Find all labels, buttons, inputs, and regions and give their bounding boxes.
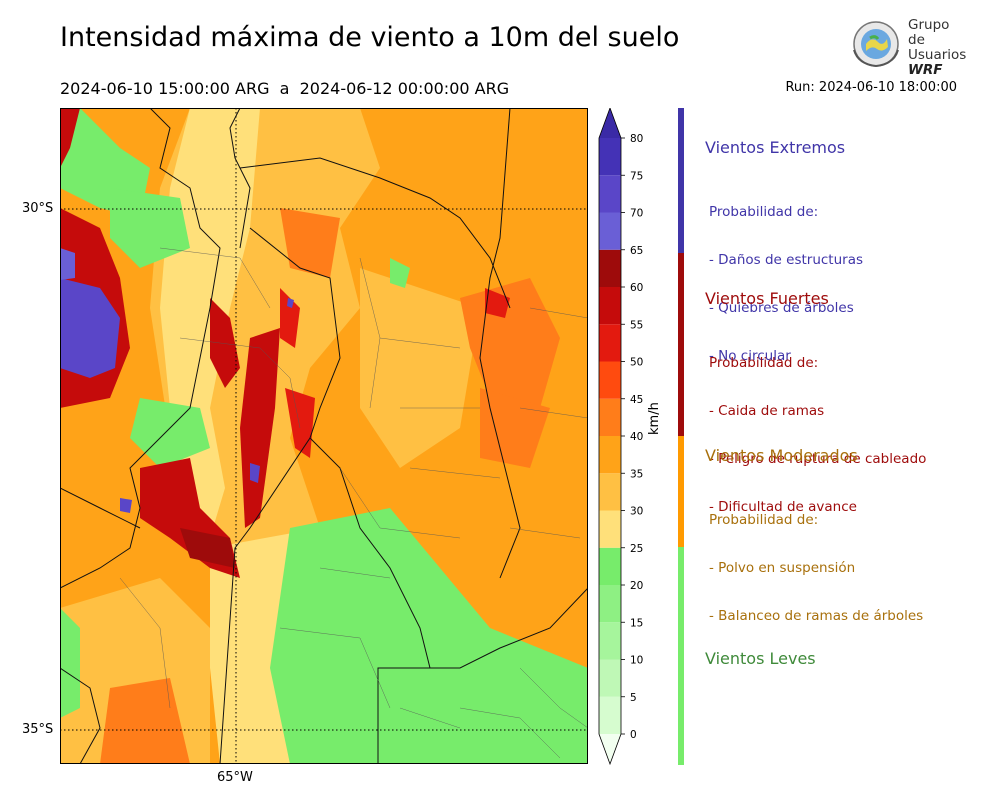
colorbar: 0 5 10 15 20 25 30 35 40 45 50 55 60 65 70 75 80 bbox=[598, 108, 643, 766]
legend-line: Probabilidad de: bbox=[709, 355, 819, 371]
colorbar-tick-label: 20 bbox=[630, 580, 643, 592]
legend-line: - Peligro de ruptura de cableado bbox=[709, 451, 927, 467]
legend-title-moderate: Vientos Moderados bbox=[705, 446, 858, 465]
colorbar-tick-label: 60 bbox=[630, 282, 643, 294]
legend-line: - Daños de estructuras bbox=[709, 252, 864, 268]
legend-line: - No circular bbox=[709, 348, 791, 364]
legend-title-extreme: Vientos Extremos bbox=[705, 138, 846, 157]
logo-line-3: WRF bbox=[908, 62, 943, 78]
colorbar-bin bbox=[599, 436, 621, 474]
legend-text-strong: Probabilidad de: - Caida de ramas - Peli… bbox=[709, 323, 926, 531]
lon-label-65: 65°W bbox=[217, 770, 253, 785]
legend-line: Probabilidad de: bbox=[709, 204, 819, 220]
legend-bar-strong bbox=[678, 253, 684, 436]
colorbar-bin bbox=[599, 473, 621, 511]
legend-line: Probabilidad de: bbox=[709, 512, 819, 528]
chart-title: Intensidad máxima de viento a 10m del su… bbox=[60, 22, 680, 53]
globe-icon bbox=[853, 21, 899, 68]
legend-line: - Dificultad de avance bbox=[709, 499, 857, 515]
colorbar-tick-label: 35 bbox=[630, 468, 643, 480]
colorbar-bin bbox=[599, 287, 621, 325]
legend-bar-light bbox=[678, 547, 684, 765]
colorbar-bin bbox=[599, 249, 621, 287]
colorbar-tick-label: 55 bbox=[630, 319, 643, 331]
legend-text-extreme: Probabilidad de: - Daños de estructuras … bbox=[709, 172, 863, 380]
colorbar-extend-bottom bbox=[599, 734, 621, 764]
colorbar-tick-label: 30 bbox=[630, 506, 643, 518]
colorbar-bin bbox=[599, 324, 621, 362]
legend-line: - Quiebres de árboles bbox=[709, 300, 854, 316]
legend-line: - Polvo en suspensión bbox=[709, 560, 856, 576]
colorbar-bin bbox=[599, 361, 621, 399]
legend-bar-moderate bbox=[678, 436, 684, 547]
colorbar-tick-label: 75 bbox=[630, 170, 643, 182]
colorbar-tick-label: 25 bbox=[630, 543, 643, 555]
colorbar-bin bbox=[599, 659, 621, 697]
colorbar-bin bbox=[599, 585, 621, 623]
colorbar-bin bbox=[599, 696, 621, 734]
colorbar-unit: km/h bbox=[647, 402, 662, 435]
legend-line: - Caida de ramas bbox=[709, 403, 825, 419]
colorbar-bin bbox=[599, 138, 621, 176]
colorbar-extend-top bbox=[599, 108, 621, 138]
colorbar-tick-label: 50 bbox=[630, 357, 643, 369]
colorbar-tick-label: 80 bbox=[630, 133, 643, 145]
colorbar-bin bbox=[599, 510, 621, 548]
colorbar-tick-label: 10 bbox=[630, 655, 643, 667]
legend-title-strong: Vientos Fuertes bbox=[705, 289, 829, 308]
colorbar-tick-label: 70 bbox=[630, 208, 643, 220]
lat-label-30: 30°S bbox=[22, 201, 54, 216]
legend-bar-extreme bbox=[678, 108, 684, 253]
colorbar-bin bbox=[599, 622, 621, 660]
wrf-logo: Grupo de Usuarios WRF bbox=[848, 16, 968, 78]
colorbar-tick-label: 45 bbox=[630, 394, 643, 406]
run-timestamp: Run: 2024-06-10 18:00:00 bbox=[785, 80, 957, 95]
colorbar-bin bbox=[599, 547, 621, 585]
legend-line: - Balanceo de ramas de árboles bbox=[709, 608, 924, 624]
legend-title-light: Vientos Leves bbox=[705, 649, 816, 668]
logo-line-2: Usuarios bbox=[908, 47, 967, 63]
colorbar-tick-label: 5 bbox=[630, 692, 637, 704]
lat-label-35: 35°S bbox=[22, 722, 54, 737]
colorbar-tick-label: 40 bbox=[630, 431, 643, 443]
wind-map bbox=[60, 108, 588, 764]
legend-text-moderate: Probabilidad de: - Polvo en suspensión -… bbox=[709, 480, 923, 640]
logo-line-1: Grupo de bbox=[908, 17, 950, 48]
colorbar-bin bbox=[599, 212, 621, 250]
colorbar-tick-label: 15 bbox=[630, 617, 643, 629]
colorbar-bin bbox=[599, 398, 621, 436]
colorbar-tick-label: 0 bbox=[630, 729, 637, 741]
colorbar-tick-label: 65 bbox=[630, 245, 643, 257]
colorbar-bin bbox=[599, 175, 621, 213]
forecast-period: 2024-06-10 15:00:00 ARG a 2024-06-12 00:… bbox=[60, 79, 510, 98]
